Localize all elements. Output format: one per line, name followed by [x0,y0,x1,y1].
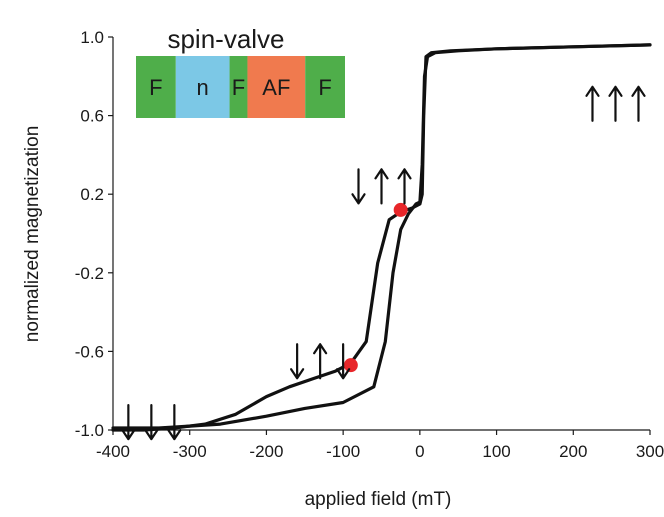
hysteresis-curves [111,43,652,432]
spin-arrow-groups [121,85,646,441]
y-tick-label: 0.2 [80,185,104,204]
y-tick-label: 0.6 [80,107,104,126]
inset-layer-label: AF [262,75,290,100]
inset-layer-label: F [149,75,162,100]
y-tick-label: -0.6 [75,342,104,361]
inset-layer-label: F [232,75,245,100]
spin-arrow-down-icon [351,168,366,205]
spin-arrow-up-icon [585,85,600,122]
inset-layer-block [229,56,248,118]
inset-layer-label: n [197,75,209,100]
spin-arrow-up-icon [374,168,389,205]
inset-layer-block [247,56,306,118]
arrow-group [585,85,646,122]
arrow-group [351,168,412,205]
x-tick-label: -400 [96,442,130,461]
spin-arrow-up-icon [397,168,412,205]
state-markers [343,202,408,373]
spin-arrow-down-icon [336,343,351,380]
arrow-group [121,404,182,441]
spin-arrow-up-icon [313,343,328,380]
spin-arrow-down-icon [290,343,305,380]
x-tick-label: -100 [326,442,360,461]
state-marker-dot [393,202,408,217]
spin-arrow-down-icon [144,404,159,441]
spin-arrow-up-icon [608,85,623,122]
state-marker-dot [343,358,358,373]
spin-arrow-down-icon [121,404,136,441]
inset-layer-block [305,56,345,118]
y-tick-label: -1.0 [75,421,104,440]
x-tick-label: 100 [482,442,510,461]
y-tick-label: 1.0 [80,28,104,47]
y-axis-label: normalized magnetization [22,126,43,343]
x-tick-label: 0 [415,442,424,461]
x-tick-label: 300 [636,442,664,461]
arrow-group [290,343,351,380]
x-tick-label: -300 [173,442,207,461]
inset-title: spin-valve [167,24,284,54]
spin-arrow-down-icon [167,404,182,441]
y-tick-label: -0.2 [75,264,104,283]
inset-layer-block [136,56,176,118]
ascending-branch-line [111,43,652,430]
inset-layer-label: F [318,75,331,100]
spin-arrow-up-icon [631,85,646,122]
x-tick-label: 200 [559,442,587,461]
inset-layer-block [175,56,230,118]
x-tick-label: -200 [249,442,283,461]
x-axis-label: applied field (mT) [305,489,452,510]
